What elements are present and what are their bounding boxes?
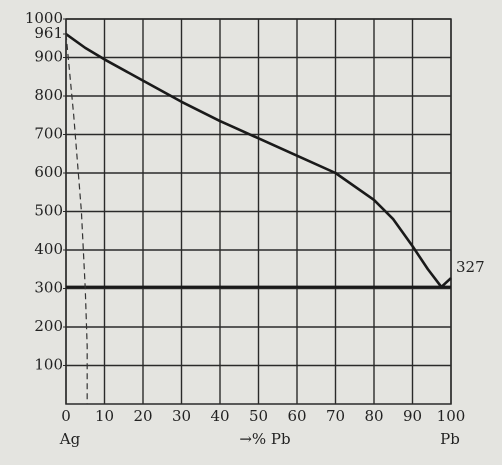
- x-tick-label: 20: [133, 407, 152, 425]
- x-tick-label: 90: [403, 407, 422, 425]
- x-tick-label: 60: [287, 407, 306, 425]
- y-tick-label: 500: [34, 202, 63, 220]
- series-line: [65, 32, 452, 289]
- y-tick-label: 700: [34, 125, 63, 143]
- left-label: Ag: [59, 430, 81, 448]
- x-tick-label: 100: [437, 407, 466, 425]
- x-tick-label: 50: [249, 407, 268, 425]
- y-tick-label: 300: [34, 279, 63, 297]
- plot-frame: [65, 18, 452, 405]
- y-tick-label: 200: [34, 317, 63, 335]
- x-axis-label: →% Pb: [239, 430, 290, 448]
- x-tick-label: 30: [172, 407, 191, 425]
- y-tick-label: 400: [34, 240, 63, 258]
- y-tick-label: 1000: [25, 9, 63, 27]
- x-tick-label: 70: [326, 407, 345, 425]
- y-tick-label: 800: [34, 86, 63, 104]
- x-tick-label: 40: [210, 407, 229, 425]
- series-line: [65, 33, 88, 404]
- y-tick-label: 900: [34, 48, 63, 66]
- y-tick-label: 100: [34, 356, 63, 374]
- y-tick-label: 961: [34, 24, 63, 42]
- y-tick-label: 600: [34, 163, 63, 181]
- y2-tick-label: 327: [456, 258, 485, 276]
- x-tick-label: 80: [364, 407, 383, 425]
- right-label: Pb: [440, 430, 460, 448]
- x-tick-label: 0: [61, 407, 71, 425]
- x-tick-label: 10: [95, 407, 114, 425]
